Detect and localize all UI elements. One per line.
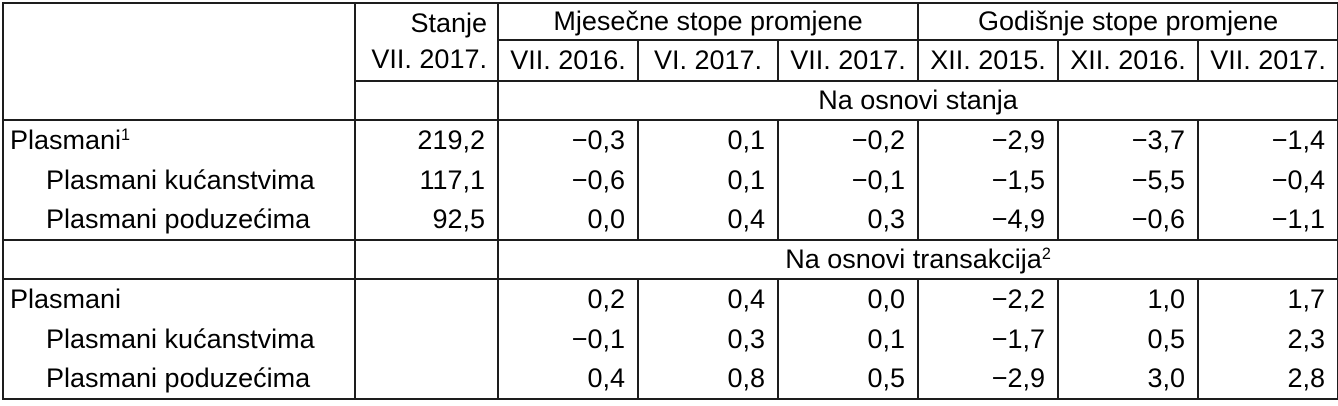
monthly-col-header: VI. 2017. bbox=[637, 40, 779, 82]
footnote-marker: 2 bbox=[1041, 245, 1051, 264]
monthly-rates-group-header: Mjesečne stope promjene bbox=[496, 3, 920, 41]
value-cell: 0,4 bbox=[637, 200, 779, 240]
value-cell: 0,4 bbox=[497, 359, 639, 399]
row-label-cell: Plasmani kućanstvima bbox=[2, 160, 356, 200]
row-label: Plasmani poduzećima bbox=[46, 363, 311, 393]
stanje-value-cell bbox=[354, 359, 499, 399]
value-cell: 0,8 bbox=[637, 359, 779, 399]
row-label: Plasmani kućanstvima bbox=[46, 323, 315, 354]
annual-col-header: XII. 2015. bbox=[917, 40, 1060, 82]
value-cell: 0,2 bbox=[497, 279, 639, 319]
stanje-header-cell: Stanje VII. 2017. bbox=[354, 3, 499, 82]
value-cell: −0,4 bbox=[1197, 160, 1338, 200]
table-row: Plasmani1 219,2 −0,3 0,1 −0,2 −2,9 −3,7 … bbox=[2, 120, 1338, 160]
value-cell: 2,3 bbox=[1197, 319, 1338, 359]
section-title-stocks: Na osnovi stanja bbox=[496, 80, 1338, 121]
value-cell: −1,7 bbox=[917, 319, 1060, 359]
stanje-value-cell: 219,2 bbox=[354, 120, 499, 160]
value-cell: −2,9 bbox=[917, 120, 1060, 160]
value-cell: −3,7 bbox=[1057, 120, 1200, 160]
footnote-marker: 1 bbox=[121, 126, 131, 145]
stanje-value-cell bbox=[354, 319, 499, 359]
row-label-cell: Plasmani kućanstvima bbox=[2, 319, 356, 359]
value-cell: 0,3 bbox=[637, 319, 779, 359]
table-row: Plasmani poduzećima 92,5 0,0 0,4 0,3 −4,… bbox=[2, 200, 1338, 240]
value-cell: 1,7 bbox=[1197, 279, 1338, 319]
section-title-text: Na osnovi stanja bbox=[818, 85, 1018, 115]
value-cell: 0,1 bbox=[776, 319, 920, 359]
value-cell: 0,0 bbox=[776, 279, 920, 319]
table-row: Plasmani poduzećima 0,4 0,8 0,5 −2,9 3,0… bbox=[2, 359, 1338, 399]
row-label: Plasmani kućanstvima bbox=[46, 164, 315, 195]
row-label-cell: Plasmani bbox=[2, 279, 356, 319]
value-cell: −1,5 bbox=[917, 160, 1060, 200]
stanje-value-cell bbox=[354, 279, 499, 319]
value-cell: −2,9 bbox=[917, 359, 1060, 399]
value-cell: −0,1 bbox=[497, 319, 639, 359]
empty-cell bbox=[2, 239, 356, 280]
value-cell: −2,2 bbox=[917, 279, 1060, 319]
empty-cell bbox=[354, 80, 499, 121]
stanje-period: VII. 2017. bbox=[371, 44, 487, 74]
row-label: Plasmani poduzećima bbox=[46, 204, 311, 234]
value-cell: 0,1 bbox=[637, 160, 779, 200]
row-label-cell: Plasmani poduzećima bbox=[2, 200, 356, 240]
corner-empty-cell bbox=[2, 3, 356, 121]
table-row: Plasmani kućanstvima −0,1 0,3 0,1 −1,7 0… bbox=[2, 319, 1338, 359]
value-cell: −1,4 bbox=[1197, 120, 1338, 160]
value-cell: −0,6 bbox=[497, 160, 639, 200]
monthly-col-header: VII. 2016. bbox=[497, 40, 639, 82]
annual-col-header: VII. 2017. bbox=[1197, 40, 1338, 82]
section-title-transactions: Na osnovi transakcija2 bbox=[496, 239, 1338, 280]
value-cell: 0,3 bbox=[776, 200, 920, 240]
value-cell: −1,1 bbox=[1197, 200, 1338, 240]
value-cell: 0,1 bbox=[637, 120, 779, 160]
annual-col-header: XII. 2016. bbox=[1057, 40, 1200, 82]
stanje-value-cell: 117,1 bbox=[354, 160, 499, 200]
group-header-row: Stanje VII. 2017. Mjesečne stope promjen… bbox=[2, 3, 1338, 121]
row-label-cell: Plasmani poduzećima bbox=[2, 359, 356, 399]
section-row-stocks: Na osnovi stanja bbox=[3, 80, 1338, 121]
value-cell: −5,5 bbox=[1057, 160, 1200, 200]
value-cell: 0,4 bbox=[637, 279, 779, 319]
empty-cell bbox=[354, 239, 499, 280]
value-cell: 1,0 bbox=[1057, 279, 1200, 319]
value-cell: −0,6 bbox=[1057, 200, 1200, 240]
value-cell: −4,9 bbox=[917, 200, 1060, 240]
table-row: Plasmani 0,2 0,4 0,0 −2,2 1,0 1,7 bbox=[2, 279, 1338, 319]
placements-rates-table: Stanje VII. 2017. Mjesečne stope promjen… bbox=[2, 2, 1338, 400]
period-header-row: VII. 2016. VI. 2017. VII. 2017. XII. 201… bbox=[3, 40, 1338, 82]
value-cell: −0,2 bbox=[776, 120, 920, 160]
section-row-transactions: Na osnovi transakcija2 bbox=[2, 239, 1338, 280]
value-cell: 0,0 bbox=[497, 200, 639, 240]
monthly-col-header: VII. 2017. bbox=[776, 40, 920, 82]
value-cell: 2,8 bbox=[1197, 359, 1338, 399]
section-title-text: Na osnovi transakcija bbox=[785, 244, 1042, 274]
row-label: Plasmani bbox=[10, 284, 122, 314]
value-cell: −0,1 bbox=[776, 160, 920, 200]
table-row: Plasmani kućanstvima 117,1 −0,6 0,1 −0,1… bbox=[2, 160, 1338, 200]
annual-rates-group-header: Godišnje stope promjene bbox=[917, 3, 1338, 41]
value-cell: 0,5 bbox=[776, 359, 920, 399]
value-cell: −0,3 bbox=[497, 120, 639, 160]
value-cell: 3,0 bbox=[1057, 359, 1200, 399]
stanje-value-cell: 92,5 bbox=[354, 200, 499, 240]
row-label-cell: Plasmani1 bbox=[2, 120, 356, 160]
value-cell: 0,5 bbox=[1057, 319, 1200, 359]
stanje-label: Stanje bbox=[410, 8, 487, 38]
row-label: Plasmani bbox=[10, 125, 122, 155]
